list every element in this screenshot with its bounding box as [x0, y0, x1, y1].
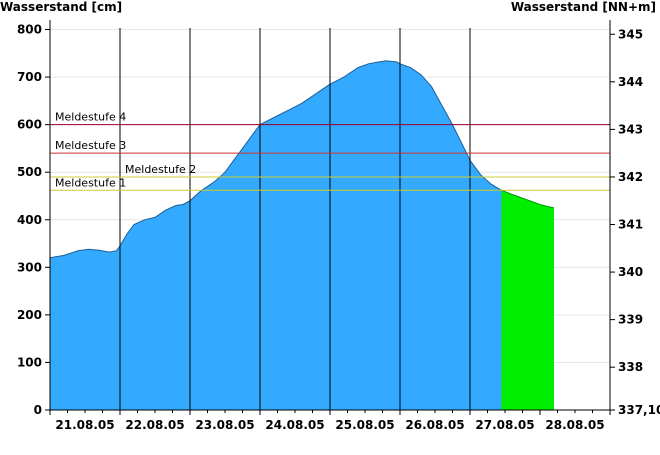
series-outline: [49, 60, 511, 259]
x-tick-label: 25.08.05: [335, 418, 394, 432]
y-right-tick-label: 342: [618, 170, 643, 184]
x-tick-label: 21.08.05: [55, 418, 114, 432]
y-right-tick-label: 344: [618, 75, 643, 89]
threshold-label: Meldestufe 2: [125, 163, 196, 176]
y-left-tick-label: 0: [34, 403, 42, 417]
threshold-label: Meldestufe 3: [55, 139, 126, 152]
plot-area: Meldestufe 4 Meldestufe 3 Meldestufe 2Meld…: [17, 20, 660, 432]
y-right-axis-title: Wasserstand [NN+m]: [511, 0, 656, 14]
y-right-tick-label: 341: [618, 218, 643, 232]
x-tick-label: 22.08.05: [125, 418, 184, 432]
x-tick-label: 24.08.05: [265, 418, 324, 432]
x-tick-label: 23.08.05: [195, 418, 254, 432]
y-right-tick-label: 340: [618, 265, 643, 279]
y-left-tick-label: 300: [17, 260, 42, 274]
y-left-tick-label: 700: [17, 70, 42, 84]
threshold-label: Meldestufe 4: [55, 111, 126, 124]
threshold-label: Meldestufe 1: [55, 176, 126, 189]
y-left-tick-label: 200: [17, 308, 42, 322]
series-area-measured: [50, 60, 510, 411]
y-left-tick-label: 400: [17, 213, 42, 227]
y-right-tick-label: 345: [618, 27, 643, 41]
y-left-tick-label: 600: [17, 118, 42, 132]
series-outline: [501, 189, 555, 209]
series-area-forecast: [501, 190, 554, 410]
y-right-tick-label: 339: [618, 313, 643, 327]
y-left-tick-label: 800: [17, 23, 42, 37]
x-tick-label: 27.08.05: [475, 418, 534, 432]
x-tick-label: 26.08.05: [405, 418, 464, 432]
y-left-tick-label: 100: [17, 355, 42, 369]
x-tick-label: 28.08.05: [545, 418, 604, 432]
y-right-tick-label: 343: [618, 122, 643, 136]
y-right-tick-label: 337,10: [618, 403, 660, 417]
y-left-axis-title: Wasserstand [cm]: [0, 0, 122, 14]
y-right-tick-label: 338: [618, 360, 643, 374]
y-left-tick-label: 500: [17, 165, 42, 179]
